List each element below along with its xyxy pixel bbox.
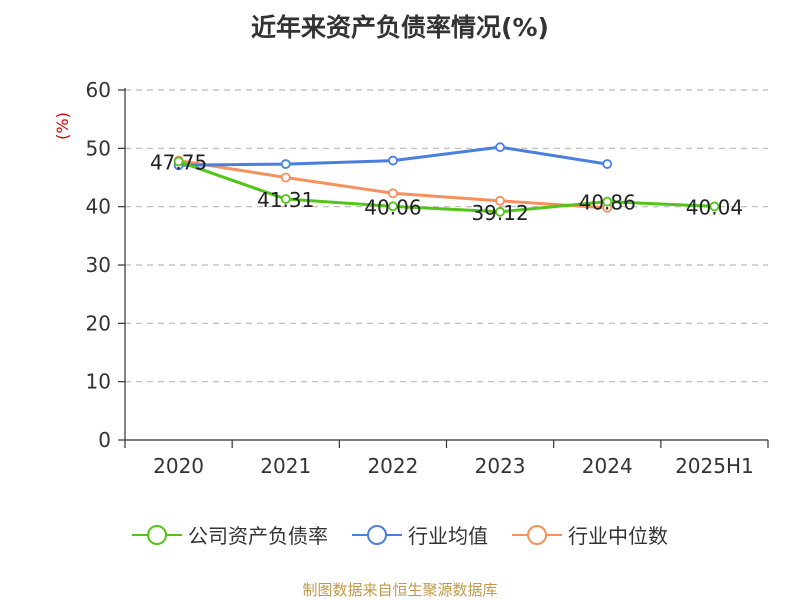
series-point-1[interactable] — [280, 159, 291, 169]
legend-label: 行业均值 — [408, 524, 488, 548]
series-point-1[interactable] — [388, 155, 398, 166]
x-tick-label: 2025H1 — [675, 454, 754, 478]
data-label: 47.75 — [150, 150, 207, 174]
data-source-note: 制图数据来自恒生聚源数据库 — [302, 581, 498, 599]
series-point-0[interactable] — [709, 201, 720, 212]
legend-swatch — [132, 524, 182, 545]
x-tick-label: 2023 — [475, 454, 526, 478]
y-axis-label: (%) — [53, 112, 72, 140]
y-tick-label: 60 — [86, 78, 111, 102]
chart-title: 近年来资产负债率情况(%) — [251, 13, 549, 42]
data-label: 40.06 — [364, 195, 421, 219]
y-tick-label: 20 — [86, 311, 111, 335]
series-point-2[interactable] — [388, 188, 398, 199]
series-point-0[interactable] — [173, 156, 184, 167]
legend-item-0[interactable]: 公司资产负债率 — [132, 520, 328, 549]
legend-label: 行业中位数 — [568, 524, 668, 548]
data-label: 40.04 — [686, 195, 743, 219]
chart-legend: 公司资产负债率 行业均值 行业中位数 — [0, 520, 800, 549]
series-point-0[interactable] — [495, 206, 505, 217]
legend-item-2[interactable]: 行业中位数 — [512, 520, 668, 549]
series-point-1[interactable] — [602, 159, 613, 169]
y-tick-label: 0 — [98, 428, 111, 452]
series-point-1[interactable] — [495, 142, 505, 153]
x-tick-label: 2021 — [260, 454, 311, 478]
data-label: 40.86 — [579, 191, 636, 215]
y-tick-label: 30 — [86, 253, 111, 277]
series-line-0 — [178, 160, 715, 214]
x-tick-label: 2020 — [153, 454, 204, 478]
y-tick-label: 50 — [86, 136, 111, 160]
legend-label: 公司资产负债率 — [188, 524, 328, 548]
series-point-0[interactable] — [280, 194, 291, 204]
x-tick-label: 2022 — [367, 454, 418, 478]
legend-swatch — [352, 524, 402, 545]
legend-item-1[interactable]: 行业均值 — [352, 520, 488, 549]
series-point-2[interactable] — [495, 195, 505, 206]
data-label: 41.31 — [257, 188, 314, 212]
series-point-2[interactable] — [280, 172, 291, 183]
x-tick-label: 2024 — [582, 454, 633, 478]
y-tick-label: 10 — [86, 370, 111, 394]
legend-swatch — [512, 524, 562, 545]
series-point-0[interactable] — [602, 196, 613, 207]
y-tick-label: 40 — [86, 195, 111, 219]
series-point-0[interactable] — [388, 201, 398, 212]
data-label: 39.12 — [471, 201, 528, 225]
